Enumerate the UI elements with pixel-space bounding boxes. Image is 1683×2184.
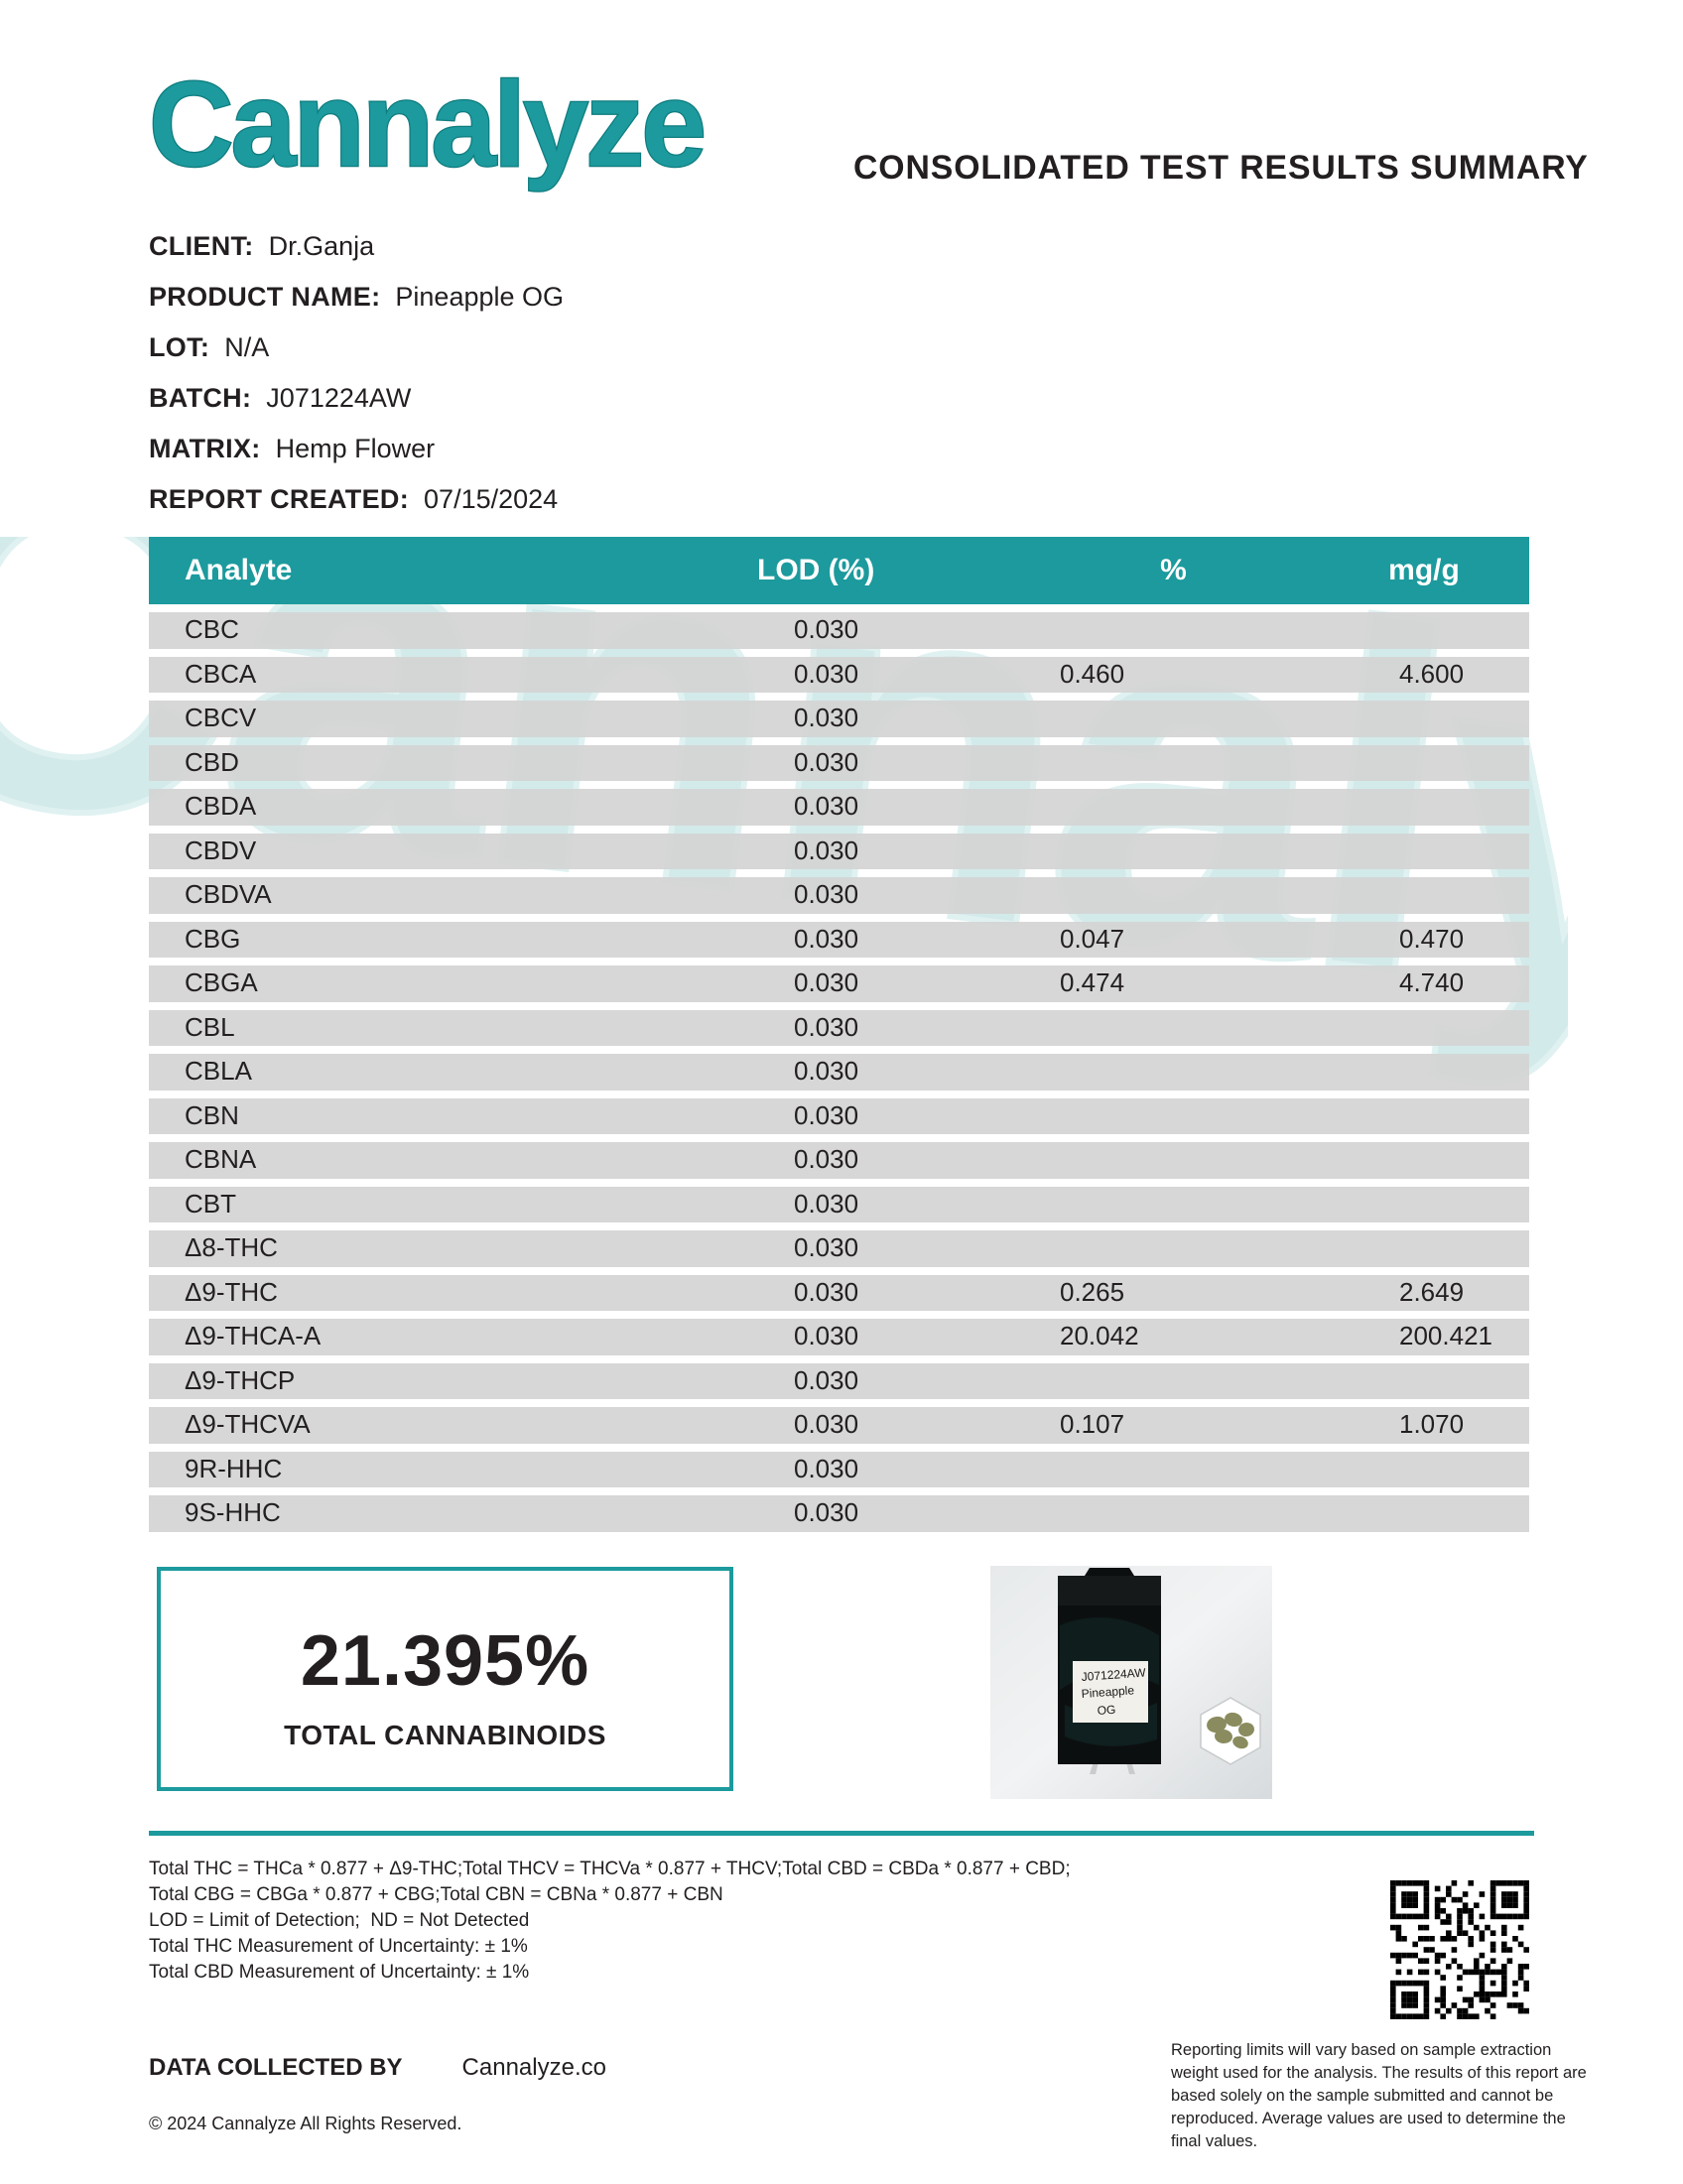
svg-text:OG: OG [1097,1703,1116,1718]
